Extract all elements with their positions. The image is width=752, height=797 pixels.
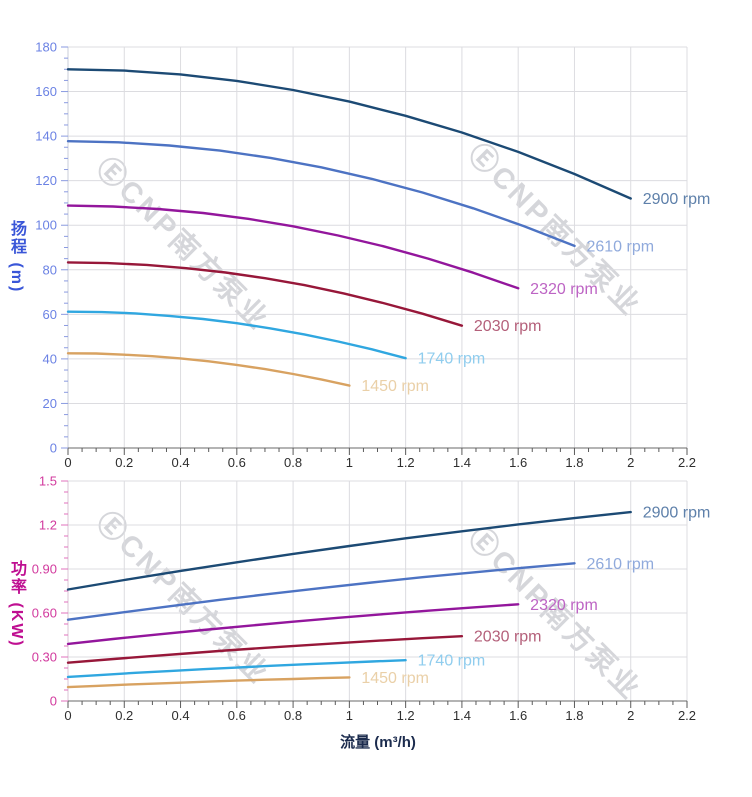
y-tick-label: 0 [50, 441, 57, 456]
x-tick-label: 1.4 [453, 455, 471, 470]
x-tick-label: 2.2 [678, 455, 696, 470]
x-tick-label: 1 [346, 708, 353, 723]
curve-2030-rpm [66, 261, 464, 327]
curve-2610-rpm [66, 562, 576, 621]
y-tick-label: 180 [35, 40, 57, 55]
curve-label-2610-rpm: 2610 rpm [586, 556, 654, 573]
x-tick-label: 0.6 [228, 455, 246, 470]
curve-2320-rpm [66, 603, 520, 646]
x-tick-label: 0.4 [172, 708, 190, 723]
x-tick-label: 1.8 [565, 708, 583, 723]
curve-label-2320-rpm: 2320 rpm [530, 281, 598, 298]
x-tick-label: 1.6 [509, 455, 527, 470]
curve-1740-rpm [66, 310, 407, 360]
curve-label-2030-rpm: 2030 rpm [474, 318, 542, 335]
y-tick-label: 60 [43, 307, 57, 322]
x-tick-label: 1 [346, 455, 353, 470]
chart-power: 0 0.2 0.4 0.6 0.8 1 1.2 1.4 1.6 1.8 2 2.2 0 0.30 0.60 0… [32, 474, 711, 724]
curve-label-1740-rpm: 1740 rpm [418, 653, 486, 670]
x-tick-label: 2 [627, 708, 634, 723]
curve-label-2030-rpm: 2030 rpm [474, 629, 542, 646]
y-tick-label: 80 [43, 262, 57, 277]
y-tick-label: 140 [35, 129, 57, 144]
curve-2900-rpm [66, 510, 632, 591]
x-tick-label: 1.6 [509, 708, 527, 723]
y-tick-label: 0.90 [32, 562, 57, 577]
curve-1450-rpm [66, 676, 351, 689]
y-tick-label: 120 [35, 173, 57, 188]
x-tick-label: 1.8 [565, 455, 583, 470]
y-tick-label: 160 [35, 84, 57, 99]
x-tick-label: 2.2 [678, 708, 696, 723]
curve-2610-rpm [66, 139, 576, 248]
y-tick-label: 100 [35, 218, 57, 233]
x-tick-label: 1.4 [453, 708, 471, 723]
y-tick-label: 20 [43, 396, 57, 411]
x-tick-label: 1.2 [397, 455, 415, 470]
curve-1450-rpm [66, 352, 351, 387]
x-tick-label: 0.2 [115, 708, 133, 723]
power-axis-title: 功率 (KW) [8, 560, 25, 648]
head-axis-title: 扬程 (m) [8, 220, 25, 294]
curve-label-1450-rpm: 1450 rpm [361, 670, 429, 687]
y-tick-label: 1.2 [39, 518, 57, 533]
curve-label-2610-rpm: 2610 rpm [586, 238, 654, 255]
x-tick-label: 0.4 [172, 455, 190, 470]
curve-2030-rpm [66, 635, 464, 664]
y-tick-label: 0.60 [32, 606, 57, 621]
curve-2320-rpm [66, 204, 520, 290]
curve-1740-rpm [66, 659, 407, 679]
curve-label-1450-rpm: 1450 rpm [361, 378, 429, 395]
x-tick-label: 1.2 [397, 708, 415, 723]
flow-axis-title: 流量 (m³/h) [340, 734, 416, 751]
curve-label-2900-rpm: 2900 rpm [643, 505, 711, 522]
y-tick-label: 40 [43, 351, 57, 366]
x-tick-label: 0 [64, 455, 71, 470]
y-tick-label: 0.30 [32, 650, 57, 665]
x-tick-label: 0.8 [284, 455, 302, 470]
y-tick-label: 0 [50, 694, 57, 709]
x-tick-label: 0 [64, 708, 71, 723]
curve-label-2900-rpm: 2900 rpm [643, 191, 711, 208]
curve-label-1740-rpm: 1740 rpm [418, 351, 486, 368]
curve-2900-rpm [66, 68, 632, 200]
curve-label-2320-rpm: 2320 rpm [530, 597, 598, 614]
x-tick-label: 0.6 [228, 708, 246, 723]
x-tick-label: 0.2 [115, 455, 133, 470]
x-tick-label: 0.8 [284, 708, 302, 723]
x-tick-label: 2 [627, 455, 634, 470]
chart-head: 0 0.2 0.4 0.6 0.8 1 1.2 1.4 1.6 1.8 2 2.2 0 20 40 60 80 1… [35, 40, 710, 471]
y-tick-label: 1.5 [39, 474, 57, 489]
